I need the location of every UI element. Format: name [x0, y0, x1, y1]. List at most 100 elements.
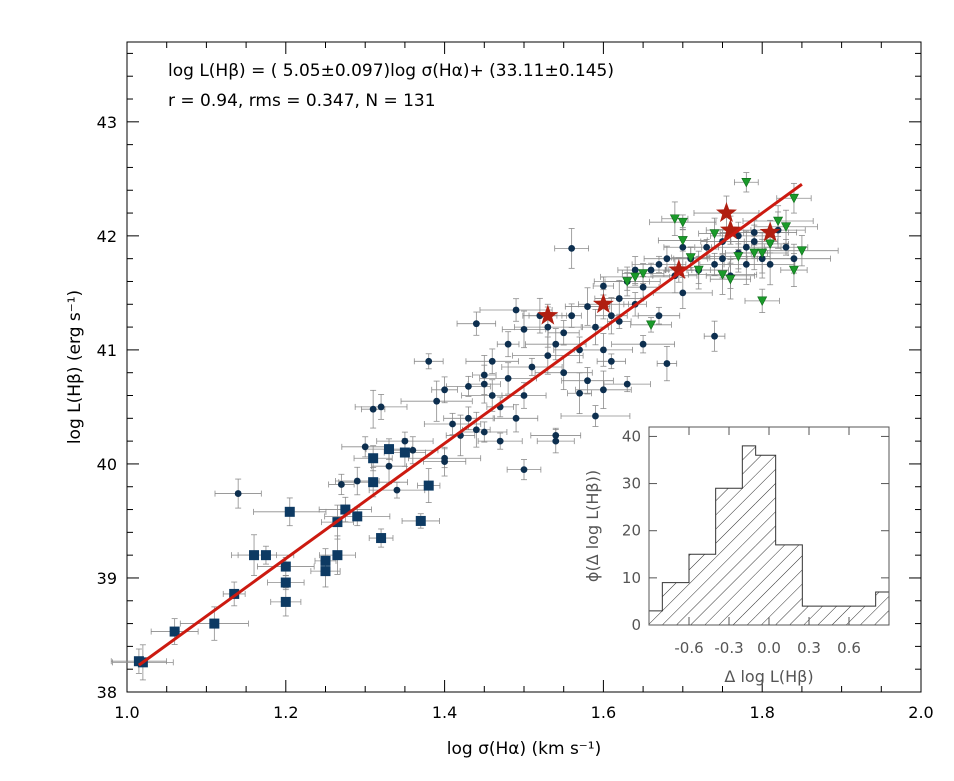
triangle-point: [646, 320, 657, 330]
circle-point: [782, 243, 790, 251]
x-axis-title: log σ(Hα) (km s⁻¹): [447, 739, 601, 759]
triangle-point: [685, 253, 696, 263]
square-point: [169, 626, 180, 637]
circle-point: [496, 437, 504, 445]
circle-point: [520, 325, 528, 333]
triangle-point: [788, 193, 799, 204]
triangle-point: [677, 217, 688, 228]
inset-y-tick-label: 40: [622, 427, 641, 445]
triangle-point: [717, 270, 728, 280]
inset-y-tick-label: 10: [622, 569, 641, 587]
circle-point: [719, 255, 726, 263]
circle-point: [711, 260, 718, 268]
circle-point: [766, 260, 774, 268]
circle-point: [552, 437, 560, 445]
square-point: [229, 588, 240, 599]
square-point: [280, 596, 291, 607]
inset-x-tick-label: 0.3: [797, 639, 821, 657]
error-bar: [596, 353, 626, 370]
triangle-point: [749, 248, 760, 259]
circle-point: [425, 357, 433, 365]
circle-point: [449, 420, 456, 428]
histogram-bar: [775, 544, 803, 625]
circle-point: [401, 437, 409, 445]
circle-point: [600, 282, 607, 290]
y-tick-label: 42: [97, 227, 117, 246]
x-tick-label: 1.6: [591, 703, 616, 722]
circle-point: [655, 312, 663, 320]
triangle-point: [757, 296, 768, 307]
circle-point: [480, 371, 488, 379]
inset-x-tick-label: 0.6: [837, 639, 861, 657]
square-point: [376, 533, 387, 544]
y-tick-label: 41: [97, 341, 117, 360]
circle-point: [607, 357, 615, 365]
x-tick-label: 1.4: [432, 703, 457, 722]
circle-point: [234, 490, 242, 497]
histogram-bar: [649, 610, 663, 625]
circle-point: [512, 414, 520, 422]
circle-point: [592, 323, 599, 331]
circle-point: [758, 255, 766, 263]
triangle-point: [773, 216, 784, 227]
triangle-point: [669, 214, 680, 224]
circle-point: [615, 295, 623, 302]
circle-point: [552, 340, 560, 348]
circle-point: [337, 481, 345, 488]
square-point: [352, 511, 363, 522]
circle-point: [576, 389, 583, 397]
circle-point: [528, 363, 536, 371]
y-tick-label: 39: [97, 569, 117, 588]
circle-point: [560, 329, 568, 337]
circle-point: [504, 375, 512, 382]
circle-point: [703, 243, 711, 251]
y-tick-label: 43: [97, 113, 117, 132]
data-points: [133, 177, 807, 668]
circle-point: [742, 243, 750, 251]
square-point: [260, 550, 271, 561]
square-point: [368, 453, 379, 464]
triangle-point: [765, 239, 776, 249]
circle-point: [488, 392, 496, 399]
triangle-point: [709, 229, 720, 239]
circle-point: [584, 303, 591, 310]
circle-point: [584, 377, 591, 385]
triangle-point: [741, 177, 752, 188]
circle-point: [568, 312, 576, 320]
triangle-point: [788, 265, 799, 276]
inset-x-tick-label: -0.3: [714, 639, 743, 657]
x-tick-label: 1.2: [273, 703, 298, 722]
x-tick-label: 1.8: [749, 703, 774, 722]
circle-point: [639, 340, 647, 348]
circle-point: [480, 380, 488, 388]
circle-point: [441, 386, 448, 394]
inset-x-axis-title: Δ log L(Hβ): [724, 667, 813, 686]
circle-point: [480, 428, 488, 436]
y-tick-label: 38: [97, 683, 117, 702]
histogram-bar: [715, 488, 743, 625]
square-point: [280, 561, 291, 572]
histogram-bar: [742, 445, 756, 625]
circle-point: [512, 306, 520, 314]
circle-point: [544, 352, 552, 359]
circle-point: [600, 346, 607, 354]
triangle-point: [781, 222, 792, 232]
triangle-point: [638, 269, 649, 279]
circle-point: [472, 320, 480, 328]
circle-point: [647, 266, 655, 274]
circle-point: [377, 403, 385, 411]
circle-point: [742, 260, 750, 268]
circle-point: [679, 243, 687, 251]
triangle-point: [693, 265, 704, 276]
inset-y-tick-label: 0: [631, 616, 641, 634]
histogram-bar: [842, 606, 876, 625]
fit-equation: log L(Hβ) = ( 5.05±0.097)log σ(Hα)+ (33.…: [168, 61, 614, 81]
circle-point: [655, 260, 663, 268]
triangle-point: [622, 277, 633, 287]
circle-point: [361, 443, 369, 451]
circle-point: [465, 414, 472, 422]
triangle-point: [630, 272, 641, 283]
y-axis-title: log L(Hβ) (erg s⁻¹): [65, 290, 85, 444]
histogram-bar: [755, 455, 776, 625]
square-point: [249, 550, 260, 561]
